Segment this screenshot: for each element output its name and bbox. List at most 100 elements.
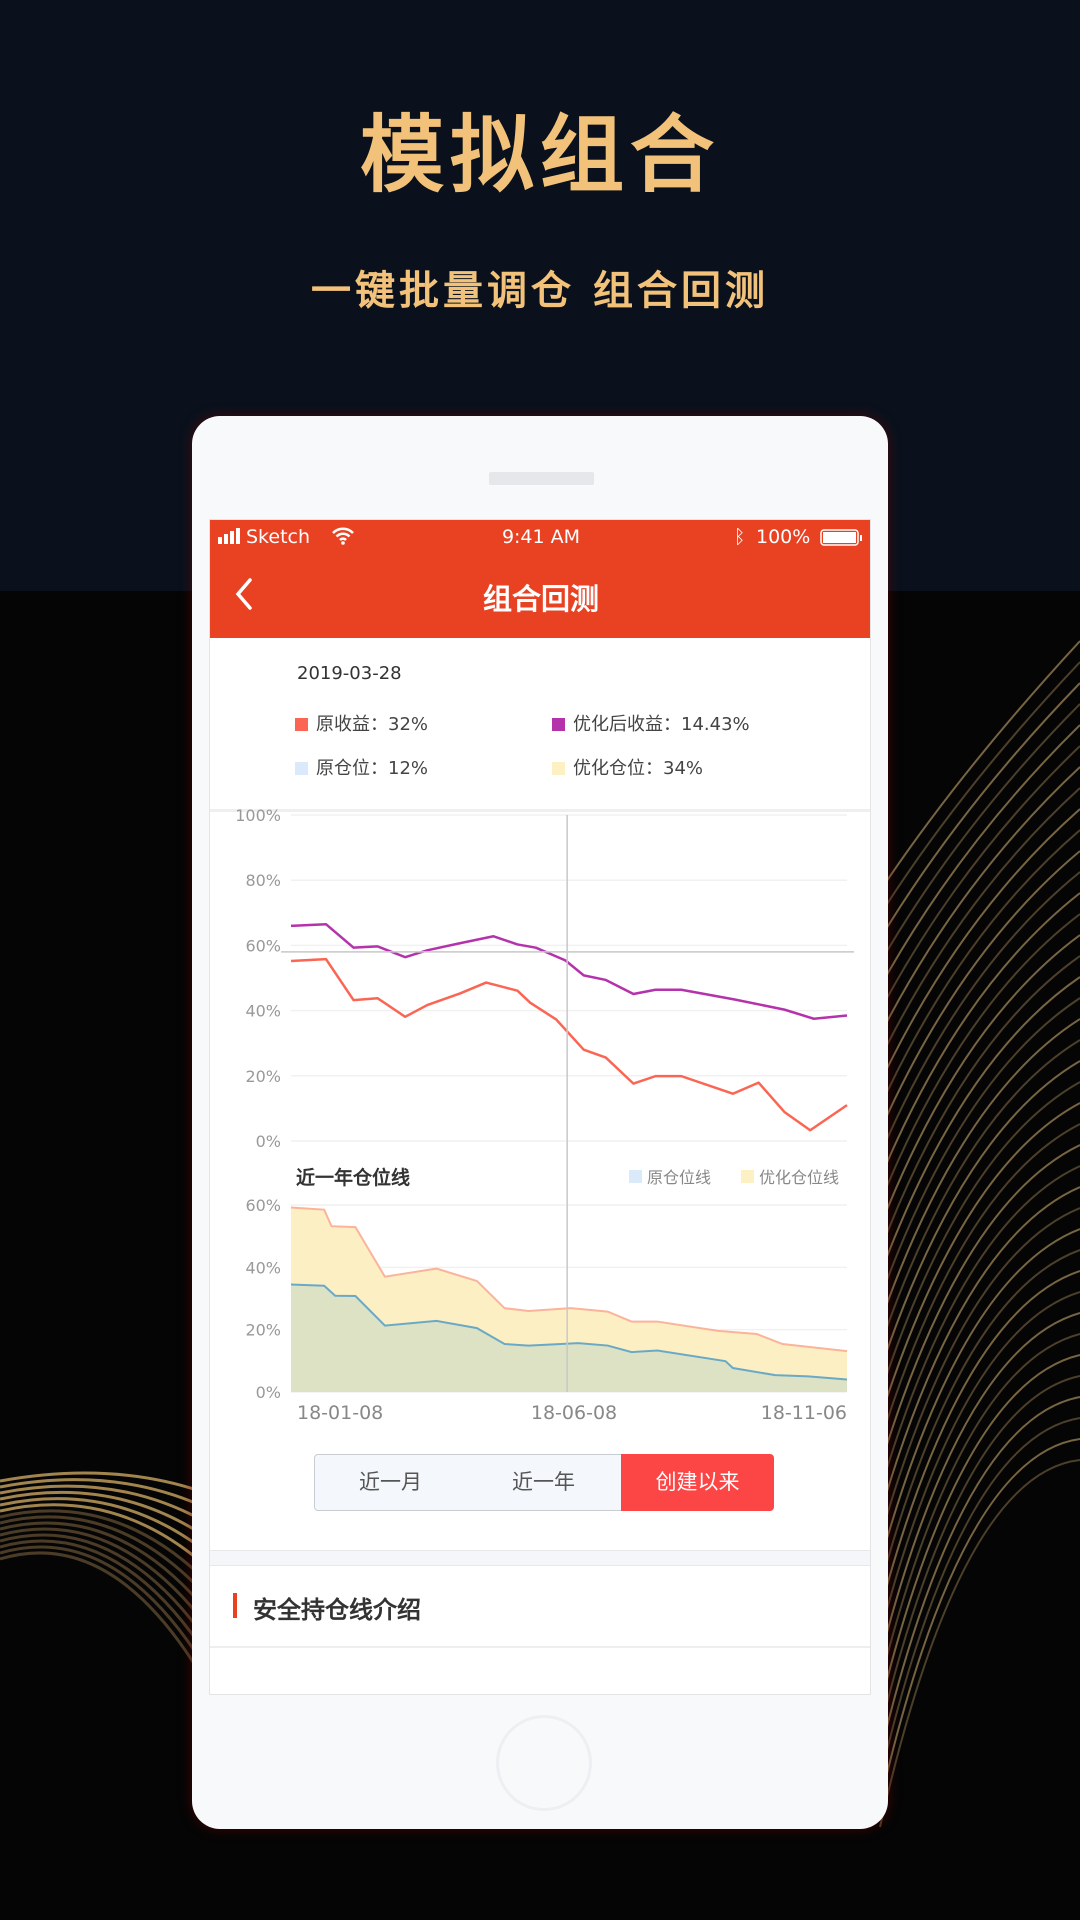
- x-tick-label: 18-01-08: [297, 1402, 383, 1424]
- gold-wave: [0, 1509, 202, 1577]
- divider: [210, 1646, 870, 1648]
- clock: 9:41 AM: [501, 526, 581, 548]
- gold-lines-decoration: [0, 640, 1080, 1828]
- gold-line: [879, 766, 1080, 1036]
- y-tick-label: 60%: [245, 936, 281, 955]
- section-title[interactable]: 安全持仓线介绍: [253, 1596, 421, 1624]
- y-tick-label: 80%: [245, 871, 281, 890]
- line-series-0: [290, 922, 848, 1020]
- gold-line: [879, 850, 1080, 1132]
- tab-last-year[interactable]: 近一年: [466, 1454, 622, 1511]
- back-button[interactable]: [232, 574, 262, 614]
- carrier: Sketch: [246, 526, 311, 548]
- legend-swatch: [552, 762, 565, 775]
- hero-subtitle: 一键批量调仓 组合回测: [311, 268, 769, 314]
- gold-line: [879, 1459, 1080, 1828]
- x-tick-label: 18-11-06: [761, 1402, 847, 1424]
- gold-line: [879, 1165, 1080, 1492]
- gold-line: [879, 955, 1080, 1252]
- gold-line: [879, 1291, 1080, 1636]
- legend-swatch: [629, 1170, 642, 1183]
- chevron-left-icon: [235, 578, 252, 610]
- info-label: 原仓位：12%: [316, 758, 429, 779]
- section-accent-bar: [233, 1593, 237, 1618]
- info-optimized-return: 优化后收益：14.43%: [552, 710, 750, 736]
- home-button[interactable]: [496, 1715, 592, 1811]
- nav-bar: 组合回测: [210, 554, 870, 638]
- gold-wave: [0, 1551, 202, 1674]
- gold-wave: [0, 1503, 201, 1563]
- signal-icon: [218, 527, 244, 550]
- gold-line: [879, 1207, 1080, 1540]
- info-original-return: 原收益：32%: [295, 710, 428, 736]
- gold-line: [879, 1144, 1080, 1468]
- gold-line: [879, 724, 1080, 988]
- gold-line: [879, 1375, 1080, 1732]
- gold-wave: [0, 1490, 201, 1535]
- range-tabs: 近一月 近一年 创建以来: [314, 1454, 774, 1511]
- gold-line: [879, 1228, 1080, 1564]
- gold-line: [879, 640, 1080, 892]
- gold-line: [879, 1333, 1080, 1684]
- legend-label: 优化仓位线: [759, 1168, 839, 1187]
- section-separator: [210, 1550, 870, 1566]
- battery-percent: 100%: [756, 526, 811, 548]
- wifi-icon: [331, 526, 355, 551]
- gold-line: [879, 1039, 1080, 1348]
- gold-line: [879, 871, 1080, 1156]
- legend-swatch: [741, 1170, 754, 1183]
- gold-line: [879, 808, 1080, 1084]
- tab-since-creation[interactable]: 创建以来: [621, 1454, 774, 1511]
- area-line-1: [290, 1206, 848, 1353]
- y-tick-label: 20%: [245, 1321, 281, 1340]
- gold-line: [879, 829, 1080, 1108]
- info-optimized-position: 优化仓位：34%: [552, 754, 703, 780]
- gold-line: [879, 745, 1080, 1012]
- gold-wave: [0, 1497, 201, 1549]
- gold-wave: [0, 1545, 202, 1660]
- legend-swatch: [295, 762, 308, 775]
- x-tick-label: 18-06-08: [531, 1402, 617, 1424]
- phone-speaker: [489, 472, 594, 485]
- status-bar: Sketch 9:41 AM ᛒ 100%: [210, 520, 870, 554]
- gold-line: [879, 1438, 1080, 1804]
- gold-wave: [0, 1515, 202, 1591]
- gold-line: [879, 661, 1080, 916]
- chart-title: 近一年仓位线: [296, 1166, 410, 1189]
- selected-date: 2019-03-28: [297, 663, 402, 684]
- gold-line: [879, 787, 1080, 1060]
- gold-line: [879, 1417, 1080, 1780]
- gold-wave: [0, 1539, 202, 1646]
- gold-line: [879, 997, 1080, 1300]
- y-tick-label: 100%: [235, 809, 281, 825]
- gold-line: [879, 1249, 1080, 1588]
- gold-wave: [0, 1478, 201, 1507]
- tab-last-month[interactable]: 近一月: [314, 1454, 467, 1511]
- gold-line: [879, 1354, 1080, 1708]
- charts[interactable]: 0% 20% 40% 60% 80% 100% 0% 20% 40% 60% 近一年仓位线 原仓位线 优…: [210, 809, 871, 1429]
- gold-line: [879, 976, 1080, 1276]
- gold-line: [879, 1018, 1080, 1324]
- gold-line: [879, 1123, 1080, 1444]
- gold-wave: [0, 1471, 201, 1493]
- area-line-0: [290, 1283, 848, 1381]
- line-series-1: [290, 957, 848, 1132]
- info-label: 原收益：32%: [316, 714, 429, 735]
- area-fill-0: [291, 1284, 847, 1392]
- page-title: 组合回测: [482, 582, 599, 616]
- legend-swatch: [552, 718, 565, 731]
- y-tick-label: 40%: [245, 1002, 281, 1021]
- bluetooth-icon: ᛒ: [734, 526, 746, 548]
- gold-wave: [0, 1521, 202, 1604]
- gold-line: [879, 1102, 1080, 1420]
- gold-wave: [0, 1533, 202, 1632]
- gold-wave: [0, 1484, 201, 1521]
- legend-swatch: [295, 718, 308, 731]
- legend-label: 原仓位线: [647, 1168, 711, 1187]
- y-tick-label: 40%: [245, 1258, 281, 1277]
- gold-line: [879, 682, 1080, 940]
- gold-line: [879, 1186, 1080, 1516]
- info-label: 优化后收益：14.43%: [573, 714, 750, 735]
- gold-line: [879, 1396, 1080, 1756]
- gold-line: [879, 1081, 1080, 1396]
